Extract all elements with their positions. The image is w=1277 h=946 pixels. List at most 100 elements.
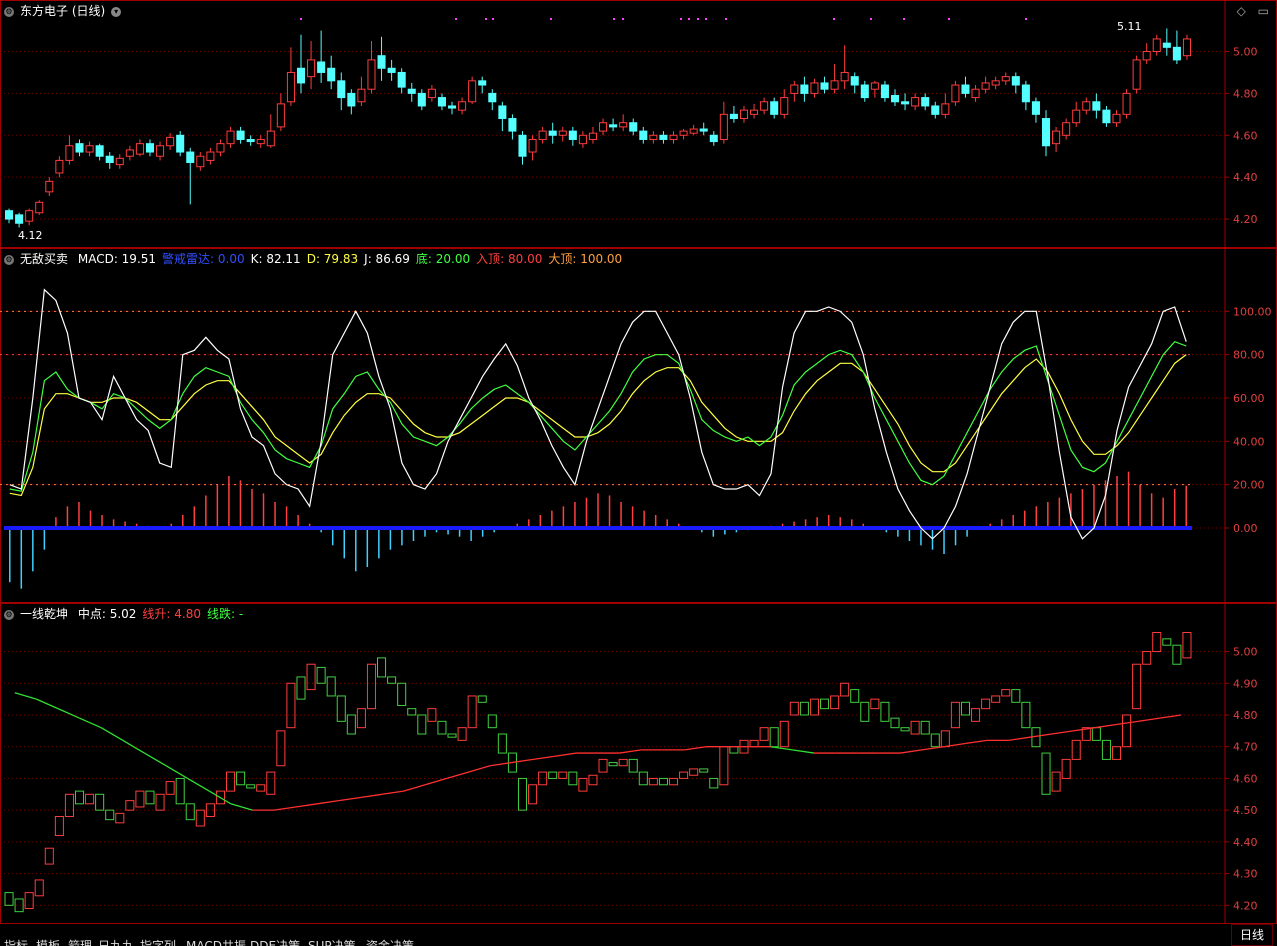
price-pane[interactable]: ⚙ 东方电子 (日线) ▾ ◇ ▭ 5.00 4.80 4.60 4.40 4.20 5.1… [0,0,1277,248]
box-bar [638,771,648,786]
box-bar [225,771,236,792]
box-bar [628,758,638,773]
candle-body [709,134,718,143]
legend-item: 线跌: - [207,607,244,621]
candle-body [890,94,900,103]
box-bar [397,682,407,706]
indicator-tab[interactable]: 指字列 [140,939,177,946]
midline-segment [921,746,944,751]
box-bar [588,774,598,786]
midline-segment [79,717,102,729]
box-bar [74,790,85,805]
box-bar [870,698,880,710]
box-bar [950,701,960,729]
y-tick-label: 5.00 [1233,46,1258,59]
indicator-tab[interactable]: 模板 [36,939,61,946]
box-bar [266,771,276,795]
box-bar [900,727,910,732]
dropdown-icon[interactable]: ▾ [111,6,122,17]
box-bar [54,815,64,837]
midline-segment [122,739,145,754]
box-bar [256,784,266,792]
indicator-pane-yixian[interactable]: ⚙ 一线乾坤 中点: 5.02 线升: 4.80 线跌: - 5.00 4.90 4.80… [0,603,1277,924]
window-icon[interactable]: ▭ [1257,4,1269,18]
indicator-tab[interactable]: 资金决策 [366,939,415,946]
midline-segment [770,746,793,751]
box-bar [477,695,487,703]
y-tick-label: 20.00 [1233,479,1265,492]
box-bar [548,771,558,779]
indicator-tab[interactable]: SUP决策 [308,939,356,946]
box-bar [719,746,729,786]
midline-segment [403,784,426,792]
box-bar [598,758,608,773]
candle-body [880,84,889,99]
legend-item: K: 82.11 [250,252,301,266]
candle-body [800,84,809,94]
box-bar [981,698,991,710]
indicator-tab[interactable]: 箭理 [68,939,93,946]
box-bar [135,790,145,808]
midline-segment [381,790,404,795]
box-bar [759,727,769,741]
candle-body [508,118,517,132]
box-bar [346,714,356,735]
period-label[interactable]: 日线 [1231,924,1273,946]
indicator-tab[interactable]: MACD共振 [186,939,246,946]
settings-icon[interactable]: ⚙ [4,254,14,265]
indicator-pane-wudi[interactable]: ⚙ 无敌买卖 MACD: 19.51 警戒雷达: 0.00 K: 82.11 D: 79… [0,248,1277,603]
legend-item: 中点: 5.02 [77,607,137,621]
diamond-icon[interactable]: ◇ [1236,4,1246,18]
midline-segment [468,765,491,773]
box-bar [890,717,900,729]
box-bar [316,666,326,684]
candle-body [45,180,54,193]
candle-body [790,84,799,94]
midline-segment [1159,714,1182,719]
candle-body [417,92,426,107]
candle-body [1072,109,1081,124]
box-bar [1011,689,1021,703]
low-price-label: 4.12 [18,229,43,242]
midline-segment [295,803,318,808]
candle-body [1132,59,1141,90]
pane-border [0,248,1277,603]
box-bar [1122,714,1132,748]
candle-body [760,101,769,111]
midline-segment [100,727,124,741]
pane-tools: ◇ ▭ [1237,4,1269,18]
candle-body [669,134,678,140]
box-bar [286,682,296,729]
signal-dot [725,18,727,20]
settings-icon[interactable]: ⚙ [4,6,14,17]
y-tick-label: 4.40 [1233,836,1258,849]
candle-body [538,130,547,140]
candle-body [1041,118,1051,147]
candle-body [1021,84,1030,103]
box-bar [407,708,417,716]
indicator-tab[interactable]: DDE决策 [250,939,301,946]
box-bar [940,730,950,748]
midline-segment [1073,727,1095,732]
candle-body [719,113,728,140]
indicator-tab[interactable]: 日九九 [98,939,135,946]
midline-segment [165,765,188,779]
candle-body [911,97,920,107]
signal-dot [455,18,457,20]
candle-body [518,134,527,157]
legend-item: D: 79.83 [306,252,359,266]
candle-body [780,97,789,115]
box-bar [1061,758,1071,779]
signal-dot [705,18,707,20]
settings-icon[interactable]: ⚙ [4,609,14,620]
y-tick-label: 4.20 [1233,899,1258,912]
candle-body [256,138,265,145]
signal-dot [870,18,872,20]
box-bar [175,777,185,805]
box-bar [1111,746,1122,760]
box-bar [296,676,306,700]
box-bar [85,793,95,805]
indicator-tab[interactable]: 指标 [4,939,29,946]
candle-body [327,67,336,82]
box-bar [4,892,14,906]
